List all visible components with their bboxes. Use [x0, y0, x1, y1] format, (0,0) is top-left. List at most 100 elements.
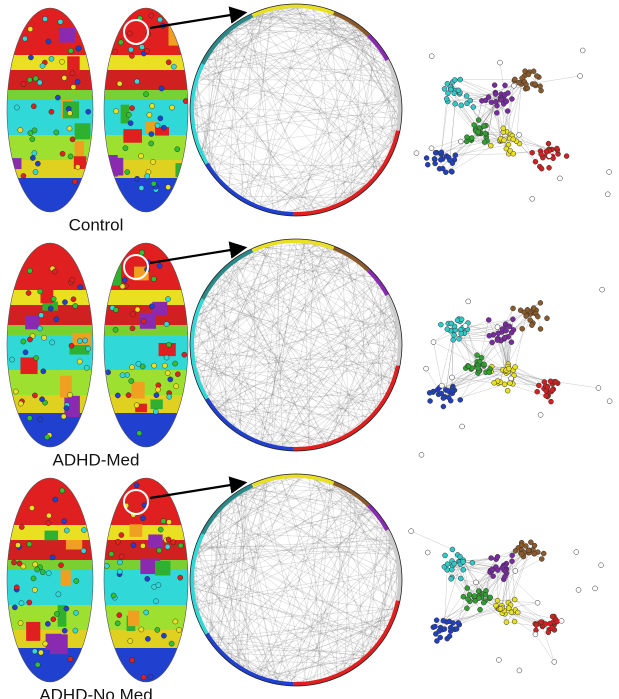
brain-node	[58, 563, 63, 568]
brain-node	[46, 520, 51, 525]
brain-node	[45, 621, 50, 626]
edge	[447, 570, 463, 597]
node	[489, 556, 494, 561]
brain-node	[145, 636, 150, 641]
node	[489, 100, 494, 105]
node	[465, 586, 470, 591]
connection	[192, 494, 354, 584]
node	[458, 139, 463, 144]
brain-node	[128, 638, 133, 643]
brain-node	[182, 352, 187, 357]
node	[511, 306, 516, 311]
brain-node	[113, 327, 118, 332]
node	[492, 380, 497, 385]
node	[574, 550, 579, 555]
brain-node	[151, 276, 156, 281]
brain-node	[49, 109, 54, 114]
brain-node	[175, 372, 180, 377]
brain-node	[17, 561, 22, 566]
node	[564, 154, 569, 159]
node	[513, 568, 518, 573]
node	[512, 619, 517, 624]
edge	[460, 80, 495, 93]
brain-node	[62, 300, 67, 305]
brain-node	[67, 126, 72, 131]
brain-node	[153, 409, 158, 414]
brain-node	[123, 146, 128, 151]
node	[513, 548, 518, 553]
brain-node	[106, 370, 111, 375]
node	[459, 317, 464, 322]
node	[548, 379, 553, 384]
node	[449, 169, 454, 174]
node	[539, 88, 544, 93]
brain-node	[129, 365, 134, 370]
brain-patch	[10, 158, 21, 169]
connection	[215, 646, 289, 684]
node	[510, 559, 515, 564]
brain-node	[56, 592, 61, 597]
brain-node	[76, 46, 81, 51]
group-label: Control	[69, 215, 124, 234]
brain-node	[149, 131, 154, 136]
node	[493, 92, 498, 97]
brain-node	[125, 372, 130, 377]
connection	[308, 7, 384, 55]
brain-node	[165, 544, 170, 549]
node	[486, 317, 491, 322]
node	[510, 317, 515, 322]
brain-node	[113, 307, 118, 312]
node	[599, 563, 604, 568]
edge	[450, 104, 455, 160]
brain-node	[166, 519, 171, 524]
brain-node	[68, 154, 73, 159]
node	[502, 382, 507, 387]
node	[464, 93, 469, 98]
node	[511, 83, 516, 88]
brain-patch	[25, 315, 39, 329]
node	[488, 595, 493, 600]
brain-node	[41, 369, 46, 374]
node	[538, 326, 543, 331]
node	[557, 176, 562, 181]
brain	[5, 475, 95, 688]
node	[531, 306, 536, 311]
node	[450, 547, 455, 552]
node	[488, 143, 493, 148]
node	[596, 385, 601, 390]
brain-node	[33, 562, 38, 567]
node	[526, 548, 531, 553]
brain-node	[149, 141, 154, 146]
brain-node	[37, 80, 42, 85]
brain-patch	[148, 534, 162, 548]
brain-node	[73, 610, 78, 615]
node	[434, 618, 439, 623]
node	[477, 359, 482, 364]
brain-node	[134, 403, 139, 408]
node	[546, 630, 551, 635]
node	[550, 614, 555, 619]
node	[535, 389, 540, 394]
connection	[211, 282, 378, 405]
edge	[535, 634, 554, 661]
brain-node	[27, 415, 32, 420]
brain-node	[37, 326, 42, 331]
brain-node	[127, 31, 132, 36]
node	[544, 393, 549, 398]
node	[442, 86, 447, 91]
brain-node	[19, 601, 24, 606]
brain-node	[73, 628, 78, 633]
node	[559, 618, 564, 623]
brain-node	[117, 560, 122, 565]
brain-node	[12, 605, 17, 610]
node	[541, 551, 546, 556]
node	[504, 620, 509, 625]
brain-node	[86, 346, 91, 351]
brain-node	[125, 169, 130, 174]
brain-node	[155, 387, 160, 392]
node	[446, 395, 451, 400]
brain-node	[18, 401, 23, 406]
edge	[510, 84, 522, 138]
brain-node	[104, 563, 109, 568]
node	[425, 162, 430, 167]
